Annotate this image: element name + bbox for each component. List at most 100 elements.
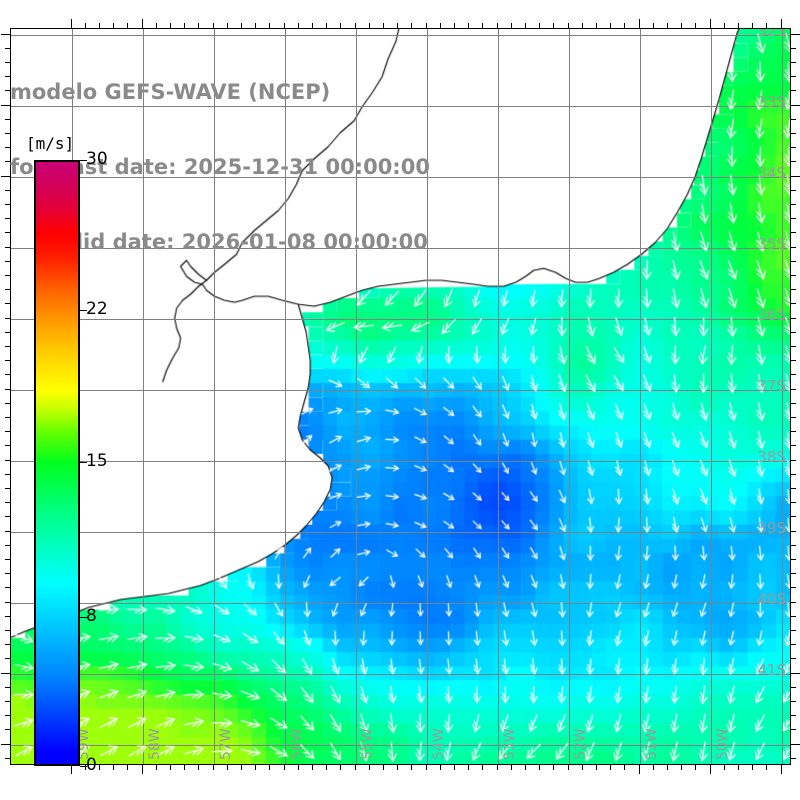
tick-bottom — [198, 765, 200, 770]
tick-left — [5, 218, 10, 220]
tick-bottom — [283, 765, 285, 770]
tick-bottom — [439, 765, 441, 770]
tick-bottom — [354, 765, 356, 770]
tick-left — [5, 232, 10, 234]
tick-bottom — [411, 765, 413, 770]
latitude-label: 39S — [757, 518, 786, 537]
tick-right — [791, 431, 796, 433]
colorbar-tick-label: 22 — [86, 298, 108, 319]
tick-right — [791, 345, 796, 347]
tick-bottom — [496, 765, 498, 770]
tick-right — [791, 232, 796, 234]
tick-right — [791, 161, 796, 163]
tick-left — [5, 90, 10, 92]
tick-bottom — [723, 765, 725, 770]
tick-bottom — [297, 765, 299, 770]
tick-right — [791, 260, 796, 262]
tick-left — [5, 601, 10, 603]
longitude-label: 58W — [146, 728, 163, 760]
longitude-label: 53W — [501, 728, 518, 760]
tick-right — [791, 629, 796, 631]
tick-left — [5, 189, 10, 191]
tick-bottom — [468, 765, 470, 770]
gridline-horizontal — [11, 318, 790, 320]
tick-right — [791, 473, 796, 475]
tick-bottom — [524, 765, 526, 770]
tick-top — [198, 23, 200, 28]
tick-top — [439, 23, 441, 28]
tick-top — [84, 23, 86, 28]
longitude-label: 52W — [572, 728, 589, 760]
tick-left — [5, 544, 10, 546]
tick-bottom — [255, 765, 257, 770]
longitude-label: 56W — [288, 728, 305, 760]
tick-top — [553, 23, 555, 28]
tick-left — [5, 289, 10, 291]
tick-right — [791, 374, 796, 376]
gridline-horizontal — [11, 389, 790, 391]
tick-bottom — [581, 765, 583, 770]
latitude-label: 38S — [757, 447, 786, 466]
tick-left — [1, 175, 10, 177]
tick-top — [681, 23, 683, 28]
tick-bottom — [98, 765, 100, 770]
tick-left — [5, 331, 10, 333]
tick-left — [5, 530, 10, 532]
latitude-label: 37S — [757, 376, 786, 395]
tick-bottom — [638, 765, 640, 774]
tick-right — [791, 743, 800, 745]
tick-bottom — [539, 765, 541, 770]
tick-right — [791, 416, 796, 418]
tick-bottom — [610, 765, 612, 770]
tick-right — [791, 61, 796, 63]
tick-bottom — [269, 765, 271, 770]
colorbar[interactable] — [34, 160, 80, 766]
tick-left — [5, 644, 10, 646]
gridline-horizontal — [11, 531, 790, 533]
tick-left — [5, 502, 10, 504]
tick-left — [5, 686, 10, 688]
tick-top — [610, 23, 612, 28]
tick-top — [269, 23, 271, 28]
tick-top — [283, 23, 285, 28]
tick-top — [326, 23, 328, 28]
tick-right — [791, 686, 796, 688]
tick-bottom — [752, 765, 754, 770]
tick-right — [791, 530, 796, 532]
tick-bottom — [666, 765, 668, 770]
tick-top — [468, 23, 470, 28]
tick-top — [169, 23, 171, 28]
tick-right — [791, 729, 796, 731]
colorbar-unit-label: [m/s] — [26, 134, 75, 153]
tick-right — [791, 587, 796, 589]
tick-bottom — [169, 765, 171, 770]
tick-bottom — [397, 765, 399, 770]
tick-top — [581, 23, 583, 28]
tick-bottom — [425, 765, 427, 770]
tick-top — [737, 23, 739, 28]
tick-right — [791, 317, 796, 319]
tick-bottom — [595, 765, 597, 770]
tick-right — [791, 658, 796, 660]
tick-right — [791, 700, 796, 702]
tick-top — [397, 23, 399, 28]
tick-right — [791, 502, 796, 504]
tick-left — [1, 743, 10, 745]
tick-left — [5, 303, 10, 305]
tick-bottom — [624, 765, 626, 770]
tick-top — [354, 23, 356, 28]
tick-bottom — [212, 765, 214, 770]
tick-right — [791, 147, 796, 149]
tick-left — [5, 658, 10, 660]
tick-left — [5, 388, 10, 390]
tick-bottom — [453, 765, 455, 770]
tick-left — [5, 47, 10, 49]
latitude-label: 41S — [757, 660, 786, 679]
tick-bottom — [553, 765, 555, 770]
tick-left — [5, 700, 10, 702]
tick-top — [340, 23, 342, 28]
tick-right — [791, 644, 796, 646]
tick-right — [791, 544, 796, 546]
gridline-horizontal — [11, 602, 790, 604]
